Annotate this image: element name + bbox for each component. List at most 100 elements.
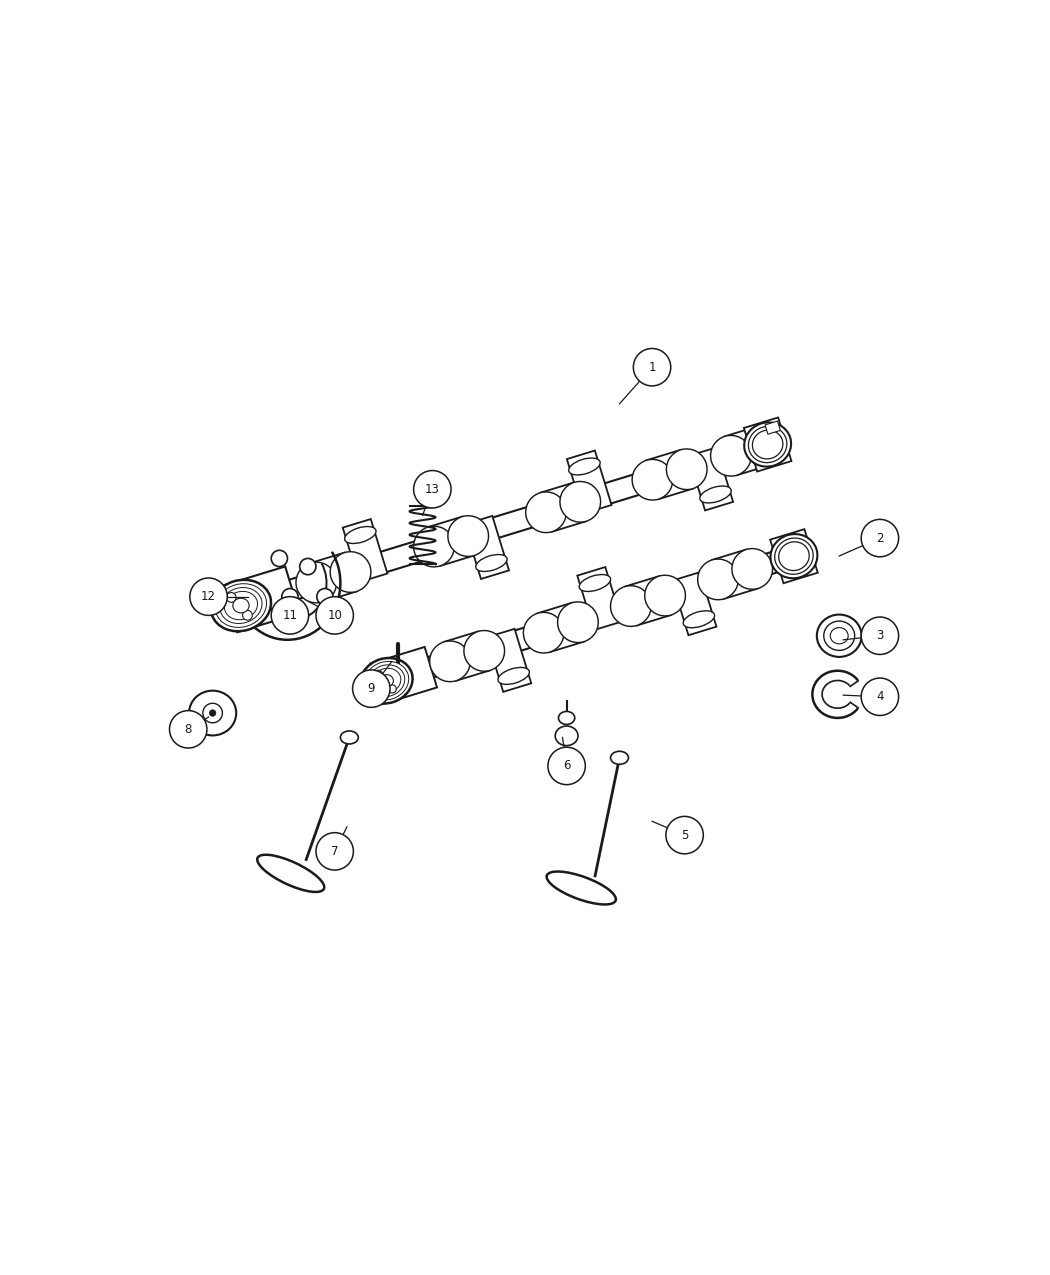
Polygon shape (538, 603, 584, 652)
Circle shape (243, 611, 252, 620)
Polygon shape (770, 529, 818, 583)
Circle shape (861, 678, 899, 715)
Polygon shape (444, 631, 490, 681)
Polygon shape (672, 572, 716, 635)
Polygon shape (578, 567, 622, 630)
Polygon shape (540, 482, 586, 532)
Circle shape (414, 470, 452, 507)
Polygon shape (223, 566, 299, 632)
Polygon shape (724, 426, 771, 476)
Ellipse shape (684, 611, 715, 627)
Ellipse shape (414, 527, 455, 567)
Ellipse shape (817, 615, 862, 657)
Ellipse shape (464, 631, 505, 671)
Circle shape (353, 669, 390, 708)
Ellipse shape (753, 430, 783, 459)
Ellipse shape (233, 598, 249, 613)
Polygon shape (765, 421, 780, 435)
Ellipse shape (498, 667, 529, 685)
Polygon shape (712, 550, 758, 599)
Text: 7: 7 (331, 845, 338, 858)
Circle shape (203, 704, 223, 723)
Ellipse shape (526, 492, 566, 533)
Circle shape (190, 578, 227, 616)
Circle shape (169, 710, 207, 748)
Polygon shape (647, 450, 693, 500)
Polygon shape (625, 576, 671, 626)
Polygon shape (342, 519, 387, 583)
Ellipse shape (699, 486, 731, 502)
Polygon shape (428, 516, 475, 566)
Polygon shape (743, 417, 792, 472)
Polygon shape (311, 552, 357, 602)
Ellipse shape (771, 534, 817, 579)
Circle shape (861, 617, 899, 654)
Circle shape (861, 519, 899, 557)
Ellipse shape (476, 555, 507, 571)
Ellipse shape (558, 602, 598, 643)
Polygon shape (371, 646, 437, 704)
Polygon shape (218, 430, 784, 622)
Ellipse shape (296, 562, 337, 603)
Ellipse shape (189, 691, 236, 736)
Circle shape (227, 593, 236, 602)
Ellipse shape (749, 426, 786, 463)
Text: 10: 10 (328, 609, 342, 622)
Ellipse shape (632, 459, 673, 500)
Ellipse shape (211, 580, 271, 631)
Ellipse shape (610, 751, 629, 764)
Polygon shape (689, 448, 733, 510)
Ellipse shape (429, 641, 470, 682)
Ellipse shape (645, 575, 686, 616)
Polygon shape (567, 450, 611, 514)
Ellipse shape (697, 558, 738, 599)
Circle shape (666, 816, 704, 854)
Circle shape (374, 671, 382, 678)
Ellipse shape (547, 872, 616, 904)
Circle shape (299, 558, 316, 575)
Text: 9: 9 (368, 682, 375, 695)
Polygon shape (366, 543, 807, 696)
Circle shape (633, 348, 671, 386)
Ellipse shape (369, 664, 404, 696)
Ellipse shape (580, 575, 611, 592)
Ellipse shape (257, 854, 324, 892)
Ellipse shape (569, 458, 601, 476)
Ellipse shape (711, 435, 751, 476)
Ellipse shape (610, 585, 651, 626)
Text: 13: 13 (425, 483, 440, 496)
Text: 11: 11 (282, 609, 297, 622)
Circle shape (271, 551, 288, 566)
Ellipse shape (824, 621, 855, 650)
Text: 2: 2 (876, 532, 884, 544)
Text: 1: 1 (648, 361, 656, 374)
Text: 4: 4 (876, 690, 884, 704)
Ellipse shape (560, 482, 601, 523)
Ellipse shape (775, 538, 813, 574)
Ellipse shape (744, 422, 791, 467)
Circle shape (209, 710, 216, 717)
Circle shape (388, 685, 396, 692)
Text: 6: 6 (563, 760, 570, 773)
Text: 12: 12 (201, 590, 216, 603)
Ellipse shape (360, 658, 413, 704)
Circle shape (548, 747, 585, 784)
Circle shape (316, 597, 354, 634)
Ellipse shape (344, 527, 376, 543)
Ellipse shape (448, 515, 488, 556)
Ellipse shape (732, 548, 773, 589)
Circle shape (271, 597, 309, 634)
Circle shape (317, 589, 333, 604)
Ellipse shape (364, 662, 408, 700)
Ellipse shape (340, 731, 358, 745)
Ellipse shape (372, 668, 401, 694)
Polygon shape (464, 516, 509, 579)
Circle shape (316, 833, 354, 870)
Text: 5: 5 (680, 829, 689, 842)
Circle shape (281, 589, 298, 604)
Ellipse shape (744, 425, 785, 465)
Ellipse shape (225, 592, 257, 620)
Ellipse shape (379, 674, 394, 687)
Polygon shape (486, 629, 531, 692)
Text: 3: 3 (876, 630, 884, 643)
